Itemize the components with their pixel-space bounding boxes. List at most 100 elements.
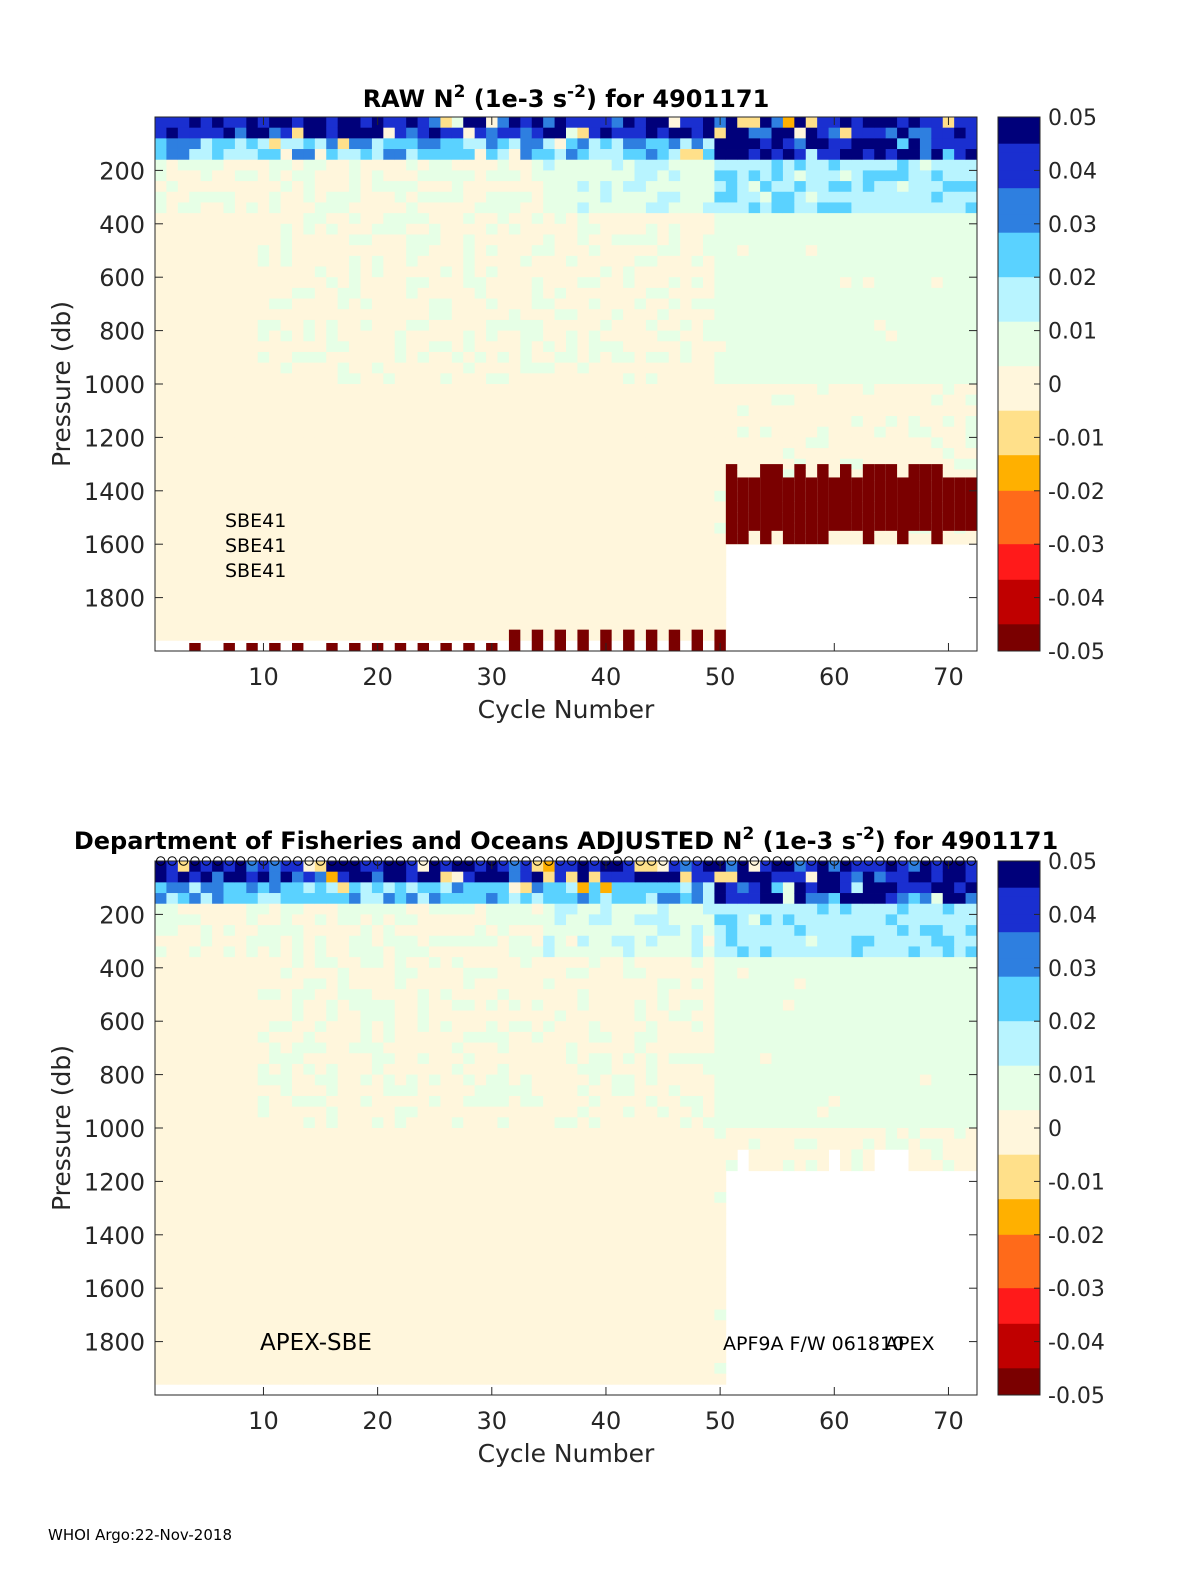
heatmap-cell [189,330,202,342]
heatmap-cell [257,1234,270,1246]
heatmap-cell [623,586,635,598]
heatmap-cell [417,480,430,492]
heatmap-cell [234,1149,247,1161]
heatmap-cell [486,1010,498,1022]
heatmap-cell [314,1021,327,1033]
heatmap-cell [451,533,464,545]
colorbar-segment [998,375,1040,385]
heatmap-cell [349,1298,361,1310]
heatmap-cell [714,138,727,150]
heatmap-cell [497,191,510,203]
heatmap-cell [200,1138,213,1150]
heatmap-cell [680,384,692,396]
heatmap-cell [634,608,647,620]
heatmap-cell [508,159,521,171]
heatmap-cell [554,191,567,203]
heatmap-cell [737,373,750,385]
heatmap-cell [337,287,350,299]
heatmap-cell [942,245,955,257]
heatmap-cell [383,1085,396,1097]
heatmap-cell [177,255,190,267]
heatmap-cell [874,533,887,545]
heatmap-cell [543,127,555,139]
heatmap-cell [155,1224,167,1236]
heatmap-cell [714,586,727,598]
heatmap-cell [794,159,807,171]
heatmap-cell [680,117,692,129]
heatmap-cell [703,426,715,438]
deep-negative-cell [931,464,944,545]
heatmap-cell [371,277,384,289]
heatmap-cell [429,914,441,926]
heatmap-cell [874,245,887,257]
heatmap-cell [406,925,418,937]
heatmap-cell [942,181,955,193]
heatmap-cell [371,1277,384,1289]
heatmap-cell [246,287,259,299]
heatmap-cell [680,394,692,406]
heatmap-cell [371,170,384,182]
heatmap-cell [908,127,921,139]
heatmap-cell [828,319,841,331]
heatmap-cell [303,437,316,449]
heatmap-cell [440,1128,453,1140]
heatmap-cell [451,138,464,150]
heatmap-cell [349,978,361,990]
heatmap-cell [588,117,601,129]
heatmap-cell [394,576,407,588]
heatmap-cell [349,245,361,257]
heatmap-cell [577,341,590,353]
heatmap-cell [703,298,715,310]
heatmap-cell [668,277,681,289]
heatmap-cell [292,533,304,545]
heatmap-cell [155,1362,167,1375]
heatmap-cell [942,330,955,342]
heatmap-cell [394,362,407,374]
heatmap-cell [566,170,578,182]
heatmap-cell [406,1192,418,1204]
heatmap-cell [417,117,430,129]
heatmap-cell [554,597,567,609]
heatmap-cell [828,181,841,193]
heatmap-cell [897,138,909,150]
heatmap-cell [189,1234,202,1246]
heatmap-cell [451,1330,464,1342]
heatmap-cell [303,191,316,203]
heatmap-cell [394,1352,407,1364]
heatmap-cell [588,512,601,524]
heatmap-cell [919,138,932,150]
heatmap-cell [234,861,247,873]
heatmap-cell [840,341,852,353]
heatmap-cell [189,1063,202,1075]
heatmap-cell [269,287,281,299]
heatmap-cell [223,533,236,545]
heatmap-cell [177,1362,190,1375]
heatmap-cell [908,245,921,257]
heatmap-cell [897,351,909,364]
heatmap-cell [486,522,498,534]
heatmap-cell [417,1106,430,1118]
heatmap-cell [280,512,293,524]
heatmap-cell [474,1320,487,1332]
heatmap-cell [200,1213,213,1225]
heatmap-cell [166,861,179,873]
heatmap-cell [394,1138,407,1150]
heatmap-cell [406,629,418,641]
heatmap-cell [394,1234,407,1246]
heatmap-cell [303,1224,316,1236]
heatmap-cell [200,1224,213,1236]
heatmap-cell [337,223,350,235]
heatmap-cell [292,191,304,203]
heatmap-cell [885,245,898,257]
heatmap-cell [257,266,270,278]
heatmap-cell [303,1149,316,1161]
heatmap-cell [337,330,350,342]
heatmap-cell [474,469,487,481]
heatmap-cell [851,117,864,129]
heatmap-cell [782,469,795,481]
heatmap-cell [223,394,236,406]
heatmap-cell [440,618,453,631]
heatmap-cell [588,341,601,353]
heatmap-cell [668,373,681,385]
heatmap-cell [577,298,590,310]
